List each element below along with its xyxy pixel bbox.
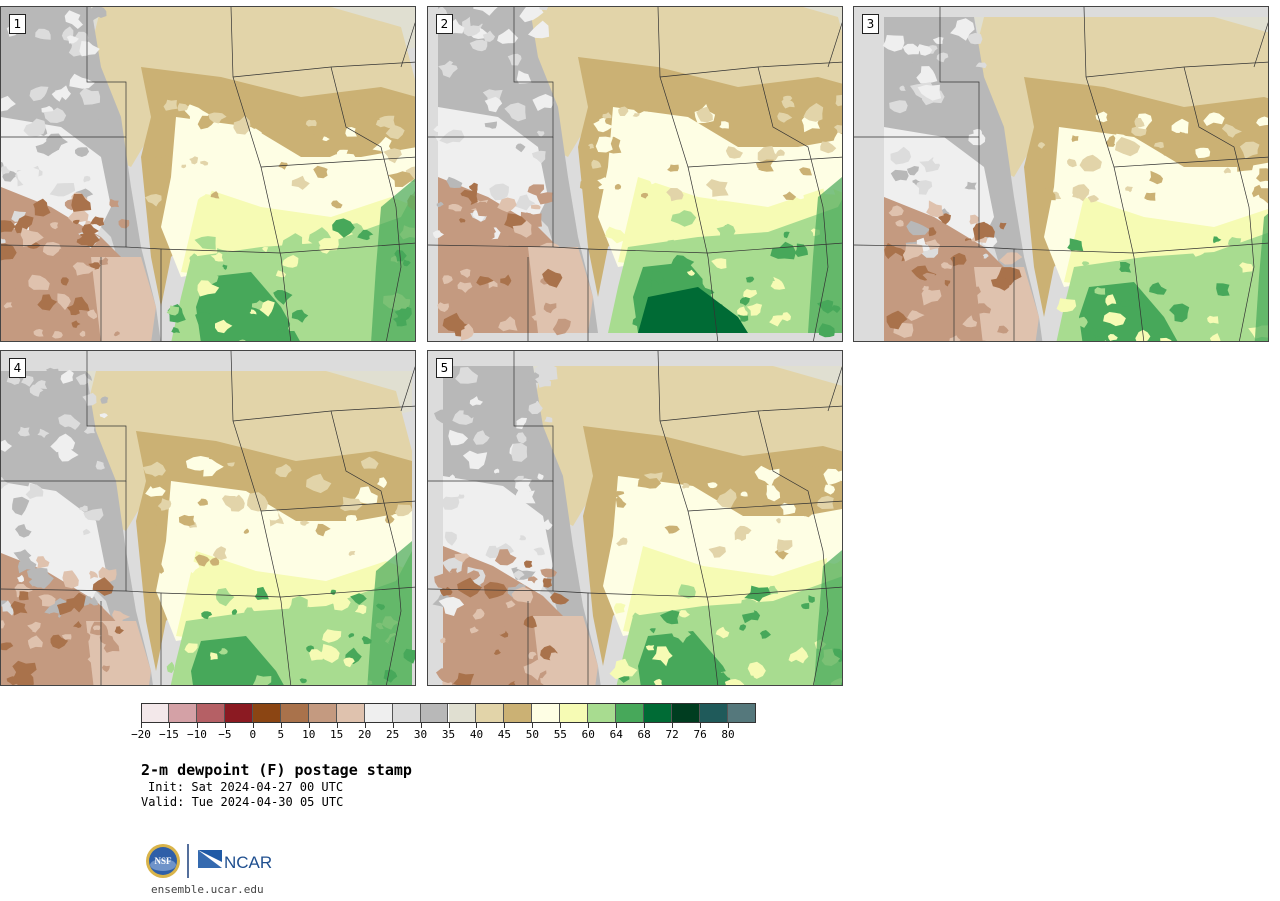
- colorbar-tick: [224, 723, 226, 728]
- map-panel-2: 2: [427, 6, 843, 342]
- colorbar-tick-label: 0: [249, 728, 257, 741]
- colorbar: [141, 703, 756, 723]
- colorbar-swatch: [252, 704, 281, 722]
- colorbar-tick-label: 10: [302, 728, 316, 741]
- colorbar-swatch: [224, 704, 253, 722]
- colorbar-tick: [476, 723, 478, 728]
- init-time: Init: Sat 2024-04-27 00 UTC: [148, 780, 344, 794]
- colorbar-tick: [420, 723, 422, 728]
- colorbar-swatch: [448, 704, 477, 722]
- colorbar-tick: [141, 723, 142, 728]
- nsf-logo-text: NSF: [154, 856, 172, 866]
- colorbar-swatch: [700, 704, 729, 722]
- colorbar-swatch: [672, 704, 701, 722]
- colorbar-swatch: [336, 704, 365, 722]
- colorbar-swatch: [420, 704, 449, 722]
- colorbar-tick: [672, 723, 674, 728]
- colorbar-swatch: [280, 704, 309, 722]
- colorbar-tick-label: 40: [469, 728, 484, 741]
- colorbar-tick-label: 60: [581, 728, 595, 741]
- colorbar-tick: [280, 723, 282, 728]
- valid-time: Valid: Tue 2024-04-30 05 UTC: [141, 795, 344, 809]
- colorbar-swatch: [728, 704, 756, 722]
- colorbar-tick-label: −20: [131, 728, 151, 741]
- colorbar-tick: [728, 723, 730, 728]
- colorbar-tick: [532, 723, 534, 728]
- dewpoint-map: [1, 7, 415, 341]
- panel-number: 2: [436, 14, 453, 34]
- colorbar-tick: [196, 723, 198, 728]
- colorbar-swatch: [476, 704, 505, 722]
- colorbar-tick: [560, 723, 562, 728]
- dewpoint-map: [428, 351, 842, 685]
- colorbar-tick: [448, 723, 450, 728]
- colorbar-tick-label: 55: [553, 728, 567, 741]
- colorbar-swatch: [196, 704, 225, 722]
- colorbar-tick: [700, 723, 702, 728]
- colorbar-tick-label: 20: [358, 728, 372, 741]
- nsf-logo-icon: NSF: [146, 844, 180, 878]
- colorbar-swatch: [532, 704, 561, 722]
- panel-number: 1: [9, 14, 26, 34]
- colorbar-tick-label: 30: [413, 728, 428, 741]
- site-url: ensemble.ucar.edu: [151, 883, 264, 896]
- colorbar-swatch: [504, 704, 533, 722]
- panel-number: 5: [436, 358, 453, 378]
- dewpoint-map: [1, 351, 415, 685]
- colorbar-swatch: [644, 704, 673, 722]
- colorbar-tick-label: −10: [186, 728, 207, 741]
- dewpoint-map: [854, 7, 1268, 341]
- ncar-logo-icon: NCAR: [198, 850, 272, 872]
- colorbar-swatch: [588, 704, 617, 722]
- colorbar-tick: [588, 723, 590, 728]
- colorbar-swatch: [392, 704, 421, 722]
- map-panel-1: 1: [0, 6, 416, 342]
- colorbar-tick: [616, 723, 618, 728]
- colorbar-tick: [644, 723, 646, 728]
- colorbar-tick-label: 76: [693, 728, 707, 741]
- colorbar-tick-label: 64: [609, 728, 623, 741]
- colorbar-swatch: [560, 704, 589, 722]
- ncar-logo-text: NCAR: [224, 853, 272, 872]
- colorbar-tick: [168, 723, 170, 728]
- colorbar-tick-label: 5: [277, 728, 285, 741]
- chart-title: 2-m dewpoint (F) postage stamp: [141, 761, 412, 779]
- colorbar-tick-label: 15: [330, 728, 344, 741]
- colorbar-tick-label: −5: [218, 728, 232, 741]
- map-panel-4: 4: [0, 350, 416, 686]
- colorbar-ticks: −20 −15 −10 −5 0 5 10 15 20 25 30 35 40 45 50 55 60 64 68 7…: [131, 723, 756, 743]
- dewpoint-map: [428, 7, 842, 341]
- colorbar-tick-label: 80: [721, 728, 735, 741]
- colorbar-tick: [364, 723, 366, 728]
- colorbar-tick-label: 45: [497, 728, 512, 741]
- panel-number: 3: [862, 14, 879, 34]
- colorbar-tick: [392, 723, 394, 728]
- colorbar-tick-label: 50: [525, 728, 539, 741]
- colorbar-swatch: [616, 704, 645, 722]
- colorbar-tick-label: −15: [159, 728, 179, 741]
- colorbar-swatch: [168, 704, 197, 722]
- colorbar-tick-label: 25: [385, 728, 400, 741]
- colorbar-swatch: [308, 704, 337, 722]
- map-panel-3: 3: [853, 6, 1269, 342]
- colorbar-tick: [336, 723, 338, 728]
- colorbar-tick-label: 35: [441, 728, 456, 741]
- panel-number: 4: [9, 358, 26, 378]
- logos: NSF NCAR: [146, 844, 272, 878]
- colorbar-tick: [252, 723, 254, 728]
- colorbar-tick: [308, 723, 310, 728]
- colorbar-tick-label: 68: [637, 728, 651, 741]
- colorbar-swatch: [141, 704, 169, 722]
- map-panel-5: 5: [427, 350, 843, 686]
- colorbar-swatch: [364, 704, 393, 722]
- colorbar-tick: [504, 723, 506, 728]
- colorbar-tick-label: 72: [665, 728, 679, 741]
